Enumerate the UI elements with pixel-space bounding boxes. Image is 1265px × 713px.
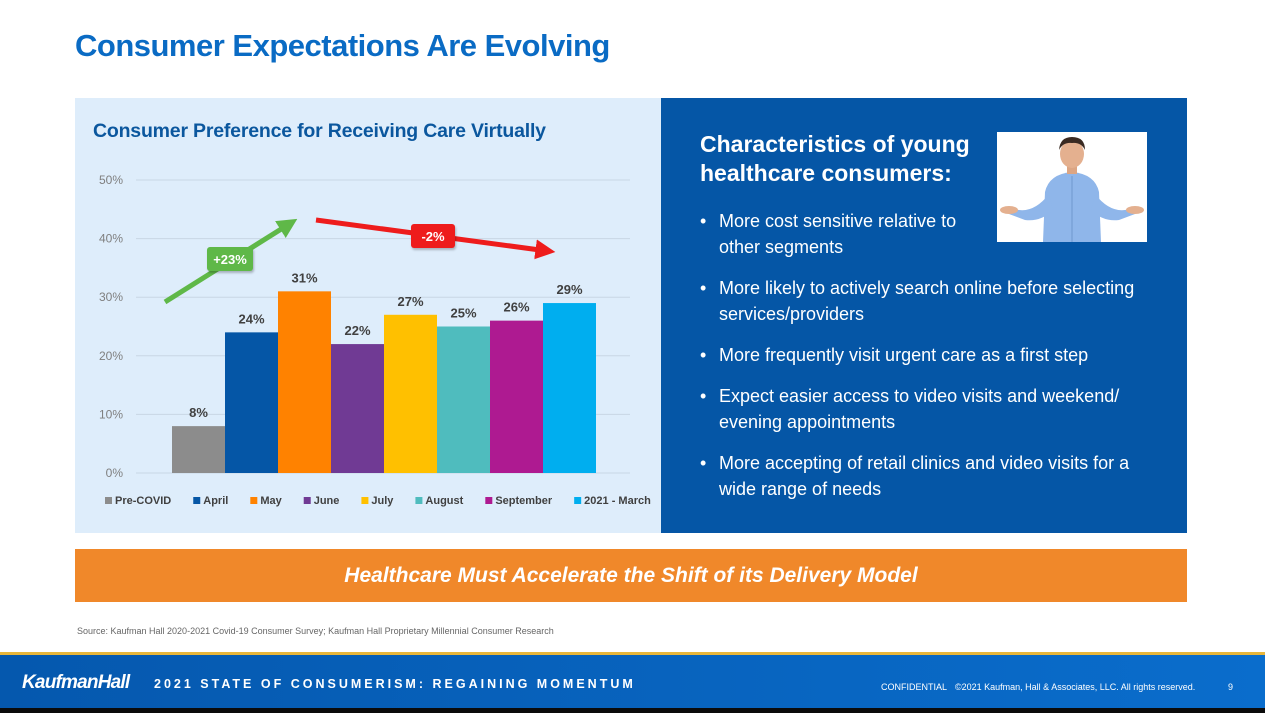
bar-chart: 0% 10% 20% 30% 40% 50% 8% 24% 31% 22% 27% 25% 26% 29… [99, 173, 651, 507]
bullet-item: More likely to actively search online be… [700, 275, 1170, 327]
bar-august [437, 326, 490, 473]
bar-april [225, 332, 278, 473]
bar-june [331, 344, 384, 473]
legend-label: August [425, 495, 463, 507]
bullet-item: More frequently visit urgent care as a f… [700, 342, 1170, 368]
data-label: 22% [344, 323, 370, 338]
legend-label: September [495, 495, 553, 507]
y-tick-label: 10% [99, 407, 123, 421]
legend-label: May [260, 495, 282, 507]
bullet-item: More accepting of retail clinics and vid… [700, 450, 1170, 502]
trend-badge [207, 247, 253, 271]
legend-label: April [203, 495, 228, 507]
y-tick-label: 30% [99, 290, 123, 304]
info-heading: Characteristics of young healthcare cons… [700, 131, 970, 186]
y-tick-label: 50% [99, 173, 123, 187]
bar-july [384, 314, 437, 473]
legend-swatch [574, 497, 582, 504]
bullet-item: More cost sensitive relative to other se… [700, 208, 980, 260]
data-label: 8% [189, 405, 208, 420]
data-label: 26% [503, 300, 529, 315]
confidential-label: CONFIDENTIAL [881, 682, 948, 692]
y-tick-label: 0% [106, 466, 124, 480]
info-panel: Characteristics of young healthcare cons… [661, 98, 1187, 533]
shrugging-man-photo [997, 132, 1147, 242]
y-tick-label: 40% [99, 232, 123, 246]
copyright-text: ©2021 Kaufman, Hall & Associates, LLC. A… [955, 682, 1196, 692]
bar-may [278, 291, 331, 473]
chart-panel: Consumer Preference for Receiving Care V… [75, 98, 661, 533]
kaufmanhall-logo: KaufmanHall [22, 672, 130, 693]
slide-title: Consumer Expectations Are Evolving [75, 28, 610, 63]
footer-bottom-bar [0, 708, 1265, 713]
footer: KaufmanHall 2021 STATE OF CONSUMERISM: R… [0, 652, 1265, 708]
legend-swatch [361, 497, 369, 504]
footer-subtitle: 2021 STATE OF CONSUMERISM: REGAINING MOM… [154, 677, 636, 691]
callout-banner: Healthcare Must Accelerate the Shift of … [75, 549, 1187, 602]
legend-label: July [371, 495, 394, 507]
banner-text: Healthcare Must Accelerate the Shift of … [344, 563, 918, 587]
legend-label: Pre-COVID [115, 495, 171, 507]
person-shrug-icon [997, 132, 1147, 242]
bar-2021-march [543, 303, 596, 473]
legend-swatch [303, 497, 311, 504]
data-label: 27% [397, 294, 423, 309]
characteristics-list: More cost sensitive relative to other se… [700, 208, 1170, 517]
chart-title: Consumer Preference for Receiving Care V… [93, 120, 546, 142]
legend-label: June [314, 495, 340, 507]
legend-label: 2021 - March [584, 495, 651, 507]
trend-badge [411, 224, 455, 248]
source-note: Source: Kaufman Hall 2020-2021 Covid-19 … [77, 626, 554, 636]
legend-swatch [415, 497, 423, 504]
bullet-item: Expect easier access to video visits and… [700, 383, 1170, 435]
trend-badge-label: -2% [421, 229, 445, 244]
bar-september [490, 320, 543, 473]
trend-badge-label: +23% [213, 252, 247, 267]
bar-pre-covid [172, 426, 225, 473]
data-label: 31% [291, 270, 317, 285]
legend-swatch [250, 497, 258, 504]
data-label: 24% [238, 311, 264, 326]
page-number: 9 [1228, 682, 1234, 692]
data-label: 29% [556, 282, 582, 297]
y-tick-label: 20% [99, 349, 123, 363]
legend-swatch [193, 497, 201, 504]
legend-swatch [485, 497, 493, 504]
legend-swatch [105, 497, 112, 504]
data-label: 25% [450, 306, 476, 321]
